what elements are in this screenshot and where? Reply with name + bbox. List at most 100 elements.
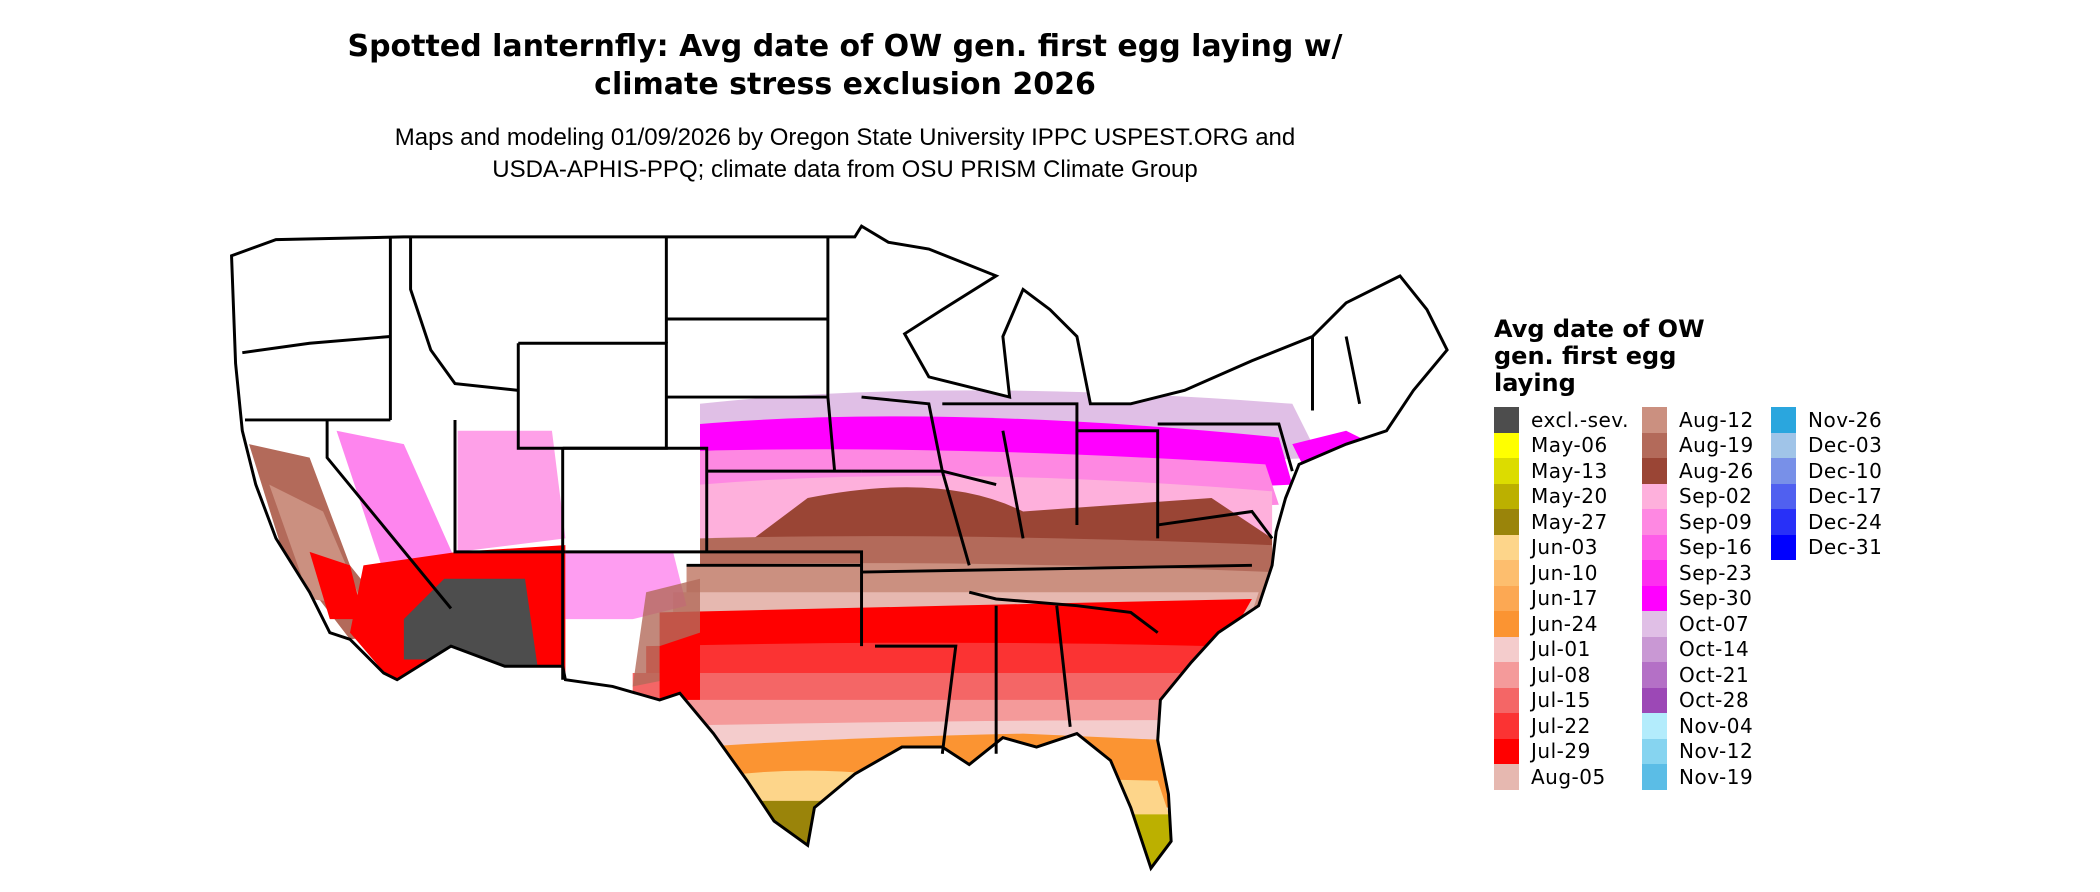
title-line-1: Spotted lanternfly: Avg date of OW gen. … <box>347 29 1343 64</box>
legend-title: Avg date of OW gen. first egg laying <box>1494 315 1705 397</box>
legend-item: Aug-05 <box>1494 764 1629 790</box>
legend-item: Sep-16 <box>1642 534 1754 560</box>
legend-item: Aug-19 <box>1642 432 1754 458</box>
legend-label: Jul-01 <box>1531 637 1591 662</box>
legend-label: Nov-04 <box>1679 713 1754 738</box>
legend-column: Aug-12 Aug-19 Aug-26 Sep-02 Sep-09 Sep-16 Sep-… <box>1642 407 1754 790</box>
legend-swatch <box>1494 458 1519 484</box>
legend-swatch <box>1642 611 1667 637</box>
legend-item: Jul-22 <box>1494 713 1629 739</box>
legend-label: Sep-02 <box>1679 484 1753 509</box>
legend-swatch <box>1642 458 1667 484</box>
legend-swatch <box>1642 509 1667 535</box>
legend-swatch <box>1771 432 1796 458</box>
legend-swatch <box>1494 560 1519 586</box>
legend-item: Sep-09 <box>1642 509 1754 535</box>
legend-swatch <box>1642 534 1667 560</box>
legend-label: Dec-24 <box>1808 509 1883 534</box>
legend-item: Dec-31 <box>1771 534 1883 560</box>
legend-label: Oct-28 <box>1679 688 1750 713</box>
legend-item: Oct-28 <box>1642 687 1754 713</box>
legend-label: Jul-22 <box>1531 713 1591 738</box>
legend-label: Aug-12 <box>1679 407 1754 432</box>
legend-item: Jul-29 <box>1494 738 1629 764</box>
legend-label: Jun-03 <box>1531 535 1598 560</box>
legend-item: Nov-04 <box>1642 713 1754 739</box>
legend-item: Jun-10 <box>1494 560 1629 586</box>
legend-swatch <box>1642 662 1667 688</box>
legend-swatch <box>1494 662 1519 688</box>
legend-item: Dec-24 <box>1771 509 1882 535</box>
legend-label: Oct-21 <box>1679 662 1750 687</box>
legend-label: Sep-23 <box>1679 560 1753 585</box>
legend-item: excl.-sev. <box>1494 407 1629 433</box>
legend-item: May-20 <box>1494 483 1629 509</box>
legend-item: Oct-07 <box>1642 611 1754 637</box>
legend-item: Oct-21 <box>1642 662 1754 688</box>
egg-laying-date-raster <box>231 226 1448 869</box>
legend-swatch <box>1642 560 1667 586</box>
legend-item: Jun-17 <box>1494 585 1629 611</box>
legend-label: excl.-sev. <box>1531 407 1629 432</box>
legend-label: May-27 <box>1531 509 1608 534</box>
legend-label: Oct-14 <box>1679 637 1750 662</box>
legend-item: Jul-15 <box>1494 687 1629 713</box>
legend-swatch <box>1642 432 1667 458</box>
legend-swatch <box>1494 611 1519 637</box>
legend-label: Nov-26 <box>1808 407 1883 432</box>
legend-label: May-20 <box>1531 484 1608 509</box>
legend-swatch <box>1642 483 1667 509</box>
legend-label: Aug-26 <box>1679 458 1754 483</box>
legend-swatch <box>1494 407 1519 433</box>
map-title: Spotted lanternfly: Avg date of OW gen. … <box>245 28 1445 104</box>
legend-swatch <box>1642 764 1667 790</box>
legend-item: Sep-23 <box>1642 560 1754 586</box>
legend-item: Nov-19 <box>1642 764 1754 790</box>
legend-swatch <box>1642 636 1667 662</box>
legend-item: Aug-12 <box>1642 407 1754 433</box>
legend-swatch <box>1494 713 1519 739</box>
legend-item: May-06 <box>1494 432 1629 458</box>
legend-item: Nov-26 <box>1771 407 1882 433</box>
legend-swatch <box>1771 407 1796 433</box>
state-borders <box>230 224 1449 870</box>
legend-swatch <box>1494 432 1519 458</box>
legend-label: Jun-24 <box>1531 611 1598 636</box>
legend-swatch <box>1642 687 1667 713</box>
legend-item: Dec-03 <box>1771 432 1883 458</box>
legend-label: Aug-05 <box>1531 764 1606 789</box>
legend-label: Aug-19 <box>1679 433 1754 458</box>
legend-label: Jun-10 <box>1531 560 1598 585</box>
legend-swatch <box>1642 585 1667 611</box>
legend-swatch <box>1642 407 1667 433</box>
legend-swatch <box>1642 738 1667 764</box>
legend-item: Jun-24 <box>1494 611 1629 637</box>
subtitle-line-1: Maps and modeling 01/09/2026 by Oregon S… <box>394 124 1296 151</box>
legend-swatch <box>1771 509 1796 535</box>
legend-label: May-13 <box>1531 458 1608 483</box>
legend-column: excl.-sev. May-06 May-13 May-20 May-27 Jun-03… <box>1494 407 1629 790</box>
legend-item: Jun-03 <box>1494 534 1629 560</box>
legend-label: Sep-16 <box>1679 535 1753 560</box>
legend-label: Dec-31 <box>1808 535 1883 560</box>
legend-label: Dec-17 <box>1808 484 1883 509</box>
legend-item: May-27 <box>1494 509 1629 535</box>
map-subtitle: Maps and modeling 01/09/2026 by Oregon S… <box>245 122 1445 186</box>
legend-item: Nov-12 <box>1642 738 1754 764</box>
legend-label: Jul-15 <box>1531 688 1591 713</box>
legend-item: Dec-17 <box>1771 483 1883 509</box>
legend-swatch <box>1494 483 1519 509</box>
legend-column: Nov-26 Dec-03 Dec-10 Dec-17 Dec-24 Dec-31 <box>1771 407 1882 560</box>
legend-item: Sep-30 <box>1642 585 1754 611</box>
legend-swatch <box>1494 585 1519 611</box>
legend-item: Oct-14 <box>1642 636 1754 662</box>
legend-swatch <box>1771 458 1796 484</box>
legend-swatch <box>1494 764 1519 790</box>
legend-item: Aug-26 <box>1642 458 1754 484</box>
legend-item: Dec-10 <box>1771 458 1882 484</box>
legend-label: Dec-03 <box>1808 433 1883 458</box>
legend-swatch <box>1771 483 1796 509</box>
legend-item: Sep-02 <box>1642 483 1754 509</box>
legend-label: Nov-19 <box>1679 764 1754 789</box>
